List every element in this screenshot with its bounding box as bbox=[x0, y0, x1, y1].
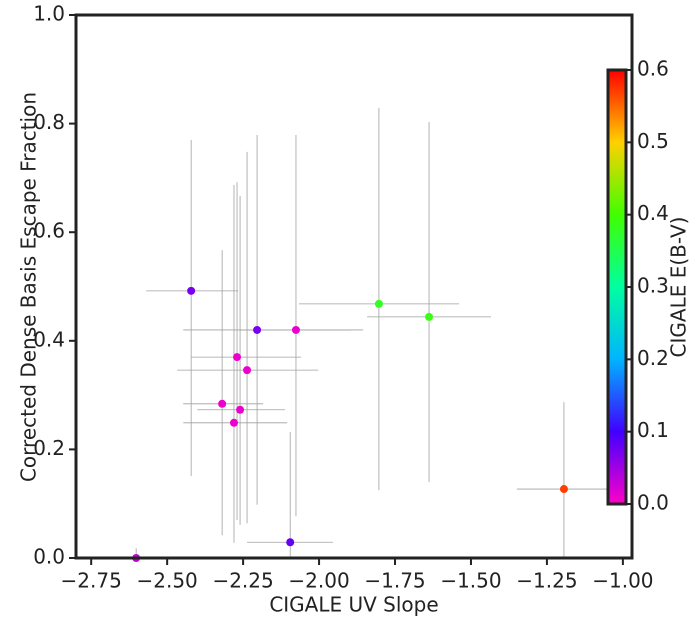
y-axis-label: Corrected Dense Basis Escape Fraction bbox=[17, 92, 41, 482]
colorbar-tick-label: 0.0 bbox=[637, 491, 669, 515]
point bbox=[253, 325, 262, 334]
point bbox=[286, 538, 295, 547]
point bbox=[243, 366, 252, 375]
colorbar bbox=[606, 68, 628, 506]
plot-frame bbox=[74, 13, 634, 560]
colorbar-tick-label: 0.6 bbox=[637, 57, 669, 81]
x-tick-label: −2.50 bbox=[136, 569, 197, 593]
colorbar-tick-label: 0.1 bbox=[637, 418, 669, 442]
y-tick-label: 0.8 bbox=[33, 110, 65, 134]
point bbox=[218, 399, 227, 408]
colorbar-tick-label: 0.2 bbox=[637, 346, 669, 370]
point bbox=[236, 405, 245, 414]
point bbox=[425, 312, 434, 321]
x-tick-label: −2.25 bbox=[212, 569, 273, 593]
colorbar-label: CIGALE E(B-V) bbox=[667, 217, 691, 358]
colorbar-tick-label: 0.4 bbox=[637, 201, 669, 225]
point bbox=[233, 353, 242, 362]
x-tick-label: −1.75 bbox=[364, 569, 425, 593]
x-tick-label: −2.00 bbox=[288, 569, 349, 593]
x-tick-label: −2.75 bbox=[61, 569, 122, 593]
x-axis-label: CIGALE UV Slope bbox=[269, 593, 438, 617]
point bbox=[559, 485, 568, 494]
x-tick-label: −1.25 bbox=[516, 569, 577, 593]
colorbar-tick-label: 0.5 bbox=[637, 129, 669, 153]
point bbox=[187, 286, 196, 295]
colorbar-tick-label: 0.3 bbox=[637, 274, 669, 298]
x-tick-label: −1.50 bbox=[440, 569, 501, 593]
y-tick-label: 0.6 bbox=[33, 219, 65, 243]
point bbox=[229, 418, 238, 427]
y-tick-label: 0.2 bbox=[33, 436, 65, 460]
point bbox=[374, 299, 383, 308]
x-tick-label: −1.00 bbox=[592, 569, 653, 593]
point bbox=[291, 325, 300, 334]
y-tick-label: 0.0 bbox=[33, 545, 65, 569]
y-tick-label: 1.0 bbox=[33, 2, 65, 26]
y-tick-label: 0.4 bbox=[33, 327, 65, 351]
